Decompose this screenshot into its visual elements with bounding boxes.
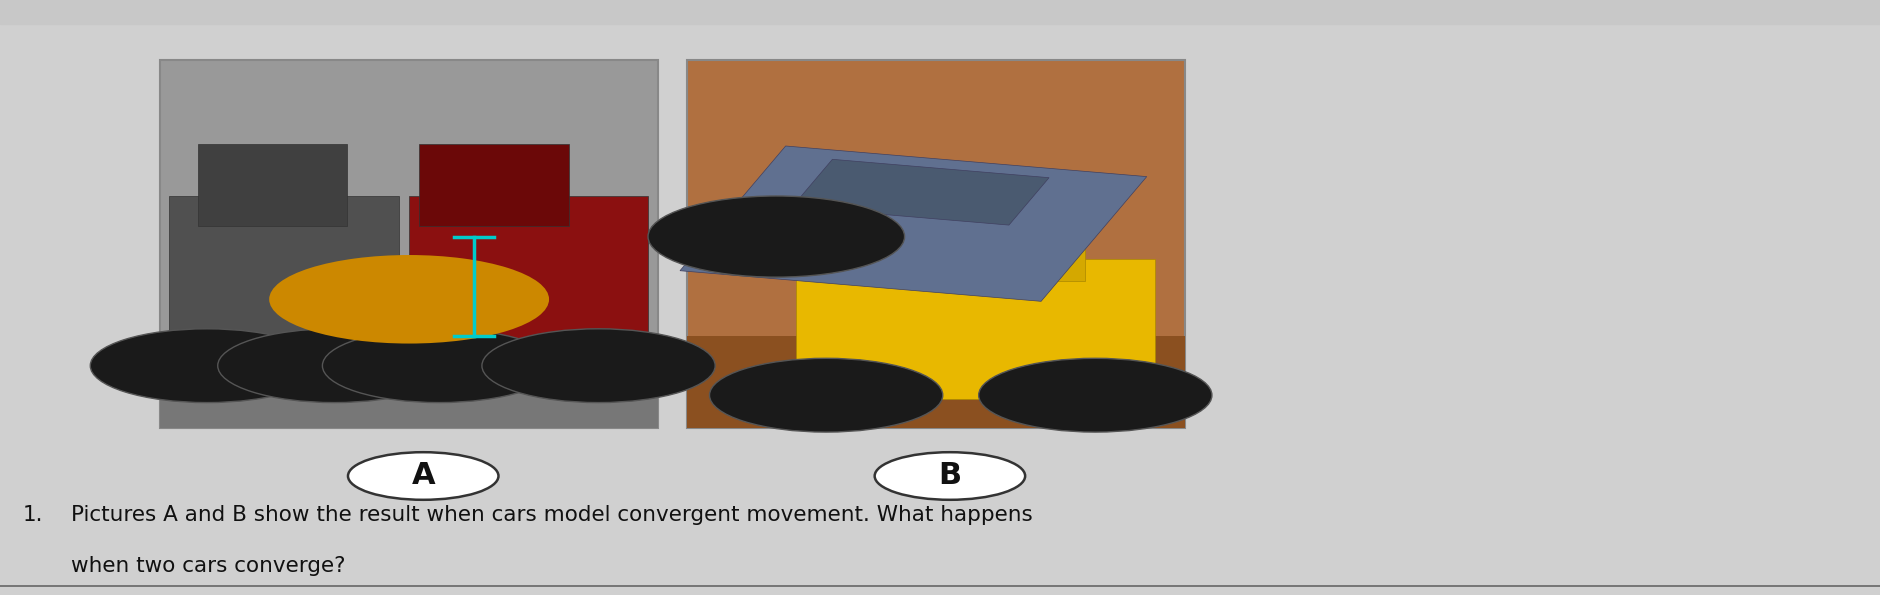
Bar	[169, 196, 399, 362]
Text: Pictures A and B show the result when cars model convergent movement. What happe: Pictures A and B show the result when ca…	[71, 505, 1032, 525]
Bar	[160, 60, 658, 428]
Circle shape	[709, 358, 942, 432]
Circle shape	[647, 196, 904, 277]
Circle shape	[321, 329, 555, 403]
Bar	[686, 60, 1184, 428]
Bar	[419, 145, 568, 226]
Bar	[410, 196, 649, 362]
Circle shape	[874, 452, 1025, 500]
Bar	[795, 259, 1154, 399]
Text: when two cars converge?: when two cars converge?	[71, 556, 346, 577]
Text: B: B	[938, 462, 961, 490]
Bar	[835, 207, 1085, 281]
Circle shape	[90, 329, 323, 403]
Bar	[686, 336, 1184, 428]
Wedge shape	[269, 255, 549, 343]
Bar	[197, 145, 346, 226]
Circle shape	[218, 329, 451, 403]
Bar	[160, 362, 658, 428]
Polygon shape	[791, 159, 1049, 225]
Text: A: A	[412, 462, 434, 490]
Circle shape	[481, 329, 714, 403]
Text: 1.: 1.	[23, 505, 43, 525]
Circle shape	[978, 358, 1211, 432]
Polygon shape	[681, 146, 1147, 301]
Bar	[0, 0, 1880, 24]
Circle shape	[348, 452, 498, 500]
